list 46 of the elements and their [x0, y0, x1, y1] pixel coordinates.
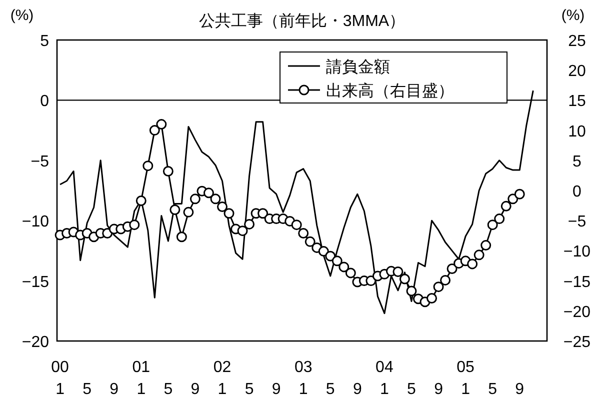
- xtick: 9: [190, 381, 200, 398]
- annotation: 00: [51, 359, 69, 376]
- y2tick: −25: [563, 334, 591, 351]
- ytick: 0: [40, 93, 49, 110]
- annotation: 03: [294, 359, 312, 376]
- xtick: 9: [352, 381, 362, 398]
- xtick: 1: [218, 381, 227, 398]
- xtick: 9: [434, 381, 443, 398]
- y2tick: 25: [568, 33, 586, 50]
- ytick: −15: [22, 274, 49, 291]
- xtick: 1: [461, 381, 470, 398]
- title: 公共工事（前年比・3MMA）: [198, 13, 406, 30]
- xtick: 5: [164, 381, 173, 398]
- xtick: 5: [407, 381, 416, 398]
- xtick: 1: [56, 381, 64, 398]
- xtick: 5: [326, 381, 335, 398]
- y2label: (%): [561, 7, 585, 24]
- xtick: 5: [244, 381, 254, 398]
- annotation: 05: [456, 359, 474, 376]
- ytick: −10: [22, 214, 49, 231]
- ytick: 5: [40, 33, 49, 50]
- ytick: −5: [30, 153, 49, 170]
- y2tick: 20: [568, 63, 586, 80]
- legend: 出来高（右目盛）: [326, 83, 454, 100]
- xtick: 1: [136, 381, 146, 398]
- y2tick: 10: [568, 123, 586, 140]
- y2tick: −20: [563, 304, 591, 321]
- xtick: 9: [272, 381, 281, 398]
- xtick: 9: [515, 381, 524, 398]
- y2tick: 15: [568, 93, 586, 110]
- annotation: 01: [132, 359, 150, 376]
- y2tick: −5: [568, 214, 586, 231]
- y2tick: −10: [563, 244, 591, 261]
- xtick: 9: [110, 381, 119, 398]
- xtick: 1: [380, 381, 389, 398]
- annotation: 04: [376, 359, 394, 376]
- xtick: 5: [82, 381, 92, 398]
- xtick: 5: [488, 381, 498, 398]
- annotation: 02: [213, 359, 232, 376]
- ytick: −20: [22, 334, 49, 351]
- y2tick: 0: [572, 184, 582, 200]
- y2tick: 5: [572, 153, 582, 170]
- y2tick: −15: [563, 274, 591, 291]
- ylabel: (%): [10, 7, 34, 24]
- xtick: 1: [298, 381, 308, 398]
- legend: 請負金額: [326, 59, 390, 76]
